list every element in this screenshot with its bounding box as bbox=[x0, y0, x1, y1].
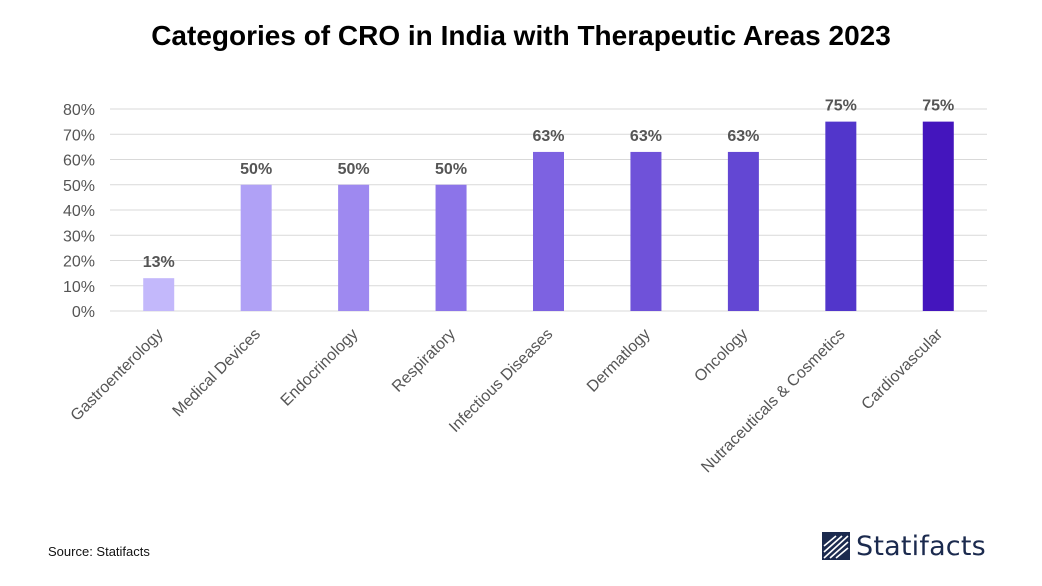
category-label: Respiratory bbox=[389, 326, 459, 396]
bar bbox=[435, 184, 467, 311]
category-label: Infectious Diseases bbox=[446, 326, 556, 436]
bar bbox=[630, 151, 662, 311]
data-labels: 13% 50% 50% 50% 63% 63% 63% 75% 75% bbox=[143, 98, 955, 272]
category-label: Dermatlogy bbox=[584, 326, 654, 396]
statifacts-logo-icon bbox=[822, 532, 850, 560]
data-label: 63% bbox=[630, 128, 662, 145]
bar bbox=[533, 151, 564, 311]
brand-name: Statifacts bbox=[856, 530, 986, 562]
data-label: 50% bbox=[435, 161, 467, 178]
bar bbox=[338, 184, 370, 311]
y-axis-tick-labels: 0% 10% 20% 30% 40% 50% 60% 70% 80% bbox=[63, 102, 95, 321]
data-label: 63% bbox=[532, 128, 564, 145]
category-label: Gastroenterology bbox=[68, 326, 167, 425]
bar bbox=[240, 184, 272, 311]
y-tick-label: 10% bbox=[63, 279, 95, 296]
bar bbox=[143, 278, 175, 311]
chart-title: Categories of CRO in India with Therapeu… bbox=[151, 20, 891, 51]
y-tick-label: 60% bbox=[63, 153, 95, 170]
data-label: 75% bbox=[922, 98, 954, 115]
data-label: 75% bbox=[825, 98, 857, 115]
data-label: 13% bbox=[143, 254, 175, 271]
source-note: Source: Statifacts bbox=[48, 544, 150, 559]
category-label: Endocrinology bbox=[278, 326, 362, 410]
data-label: 50% bbox=[240, 161, 272, 178]
y-tick-label: 40% bbox=[63, 203, 95, 220]
y-tick-label: 30% bbox=[63, 228, 95, 245]
category-labels: Gastroenterology Medical Devices Endocrino… bbox=[68, 325, 947, 476]
category-label: Oncology bbox=[691, 326, 751, 386]
bar bbox=[922, 121, 954, 311]
y-tick-label: 50% bbox=[63, 178, 95, 195]
data-label: 50% bbox=[338, 161, 370, 178]
y-tick-label: 80% bbox=[63, 102, 95, 119]
brand: Statifacts bbox=[822, 530, 986, 562]
y-tick-label: 70% bbox=[63, 127, 95, 144]
data-label: 63% bbox=[727, 128, 759, 145]
bars bbox=[143, 121, 954, 311]
category-label: Medical Devices bbox=[170, 326, 264, 420]
y-tick-label: 20% bbox=[63, 254, 95, 271]
bar bbox=[825, 121, 857, 311]
bar bbox=[727, 151, 759, 311]
category-label: Cardiovascular bbox=[859, 325, 947, 413]
y-tick-label: 0% bbox=[72, 304, 95, 321]
